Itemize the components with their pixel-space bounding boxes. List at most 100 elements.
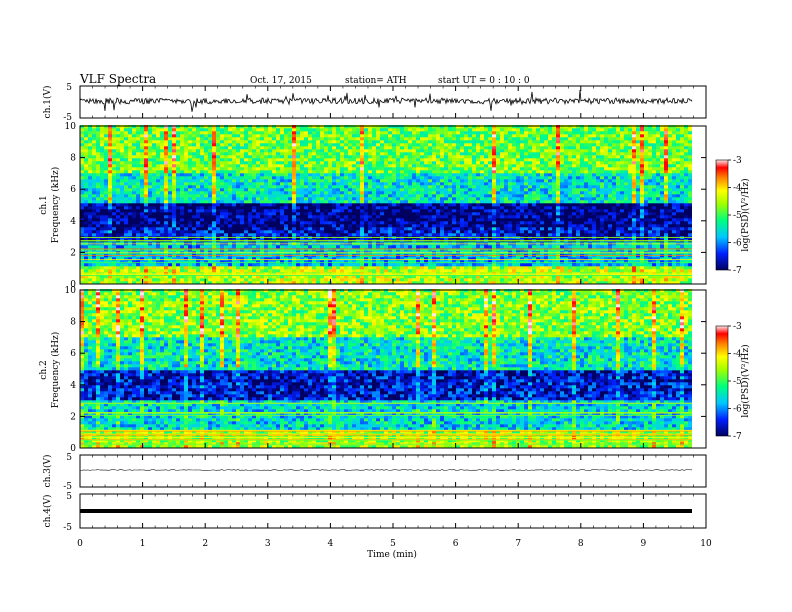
- spectrogram-cell: [328, 140, 332, 144]
- spectrogram-cell: [312, 191, 316, 195]
- spectrogram-cell: [96, 278, 100, 282]
- spectrogram-cell: [432, 125, 436, 129]
- spectrogram-cell: [288, 173, 292, 177]
- spectrogram-cell: [272, 179, 276, 183]
- spectrogram-cell: [152, 245, 156, 249]
- spectrogram-cell: [192, 224, 196, 228]
- spectrogram-cell: [388, 128, 392, 132]
- spectrogram-cell: [376, 269, 380, 273]
- spectrogram-cell: [84, 164, 88, 168]
- spectrogram-cell: [348, 206, 352, 210]
- spectrogram-cell: [124, 272, 128, 276]
- spectrogram-cell: [192, 197, 196, 201]
- spectrogram-cell: [224, 257, 228, 261]
- spectrogram-cell: [384, 128, 388, 132]
- spectrogram-cell: [180, 263, 184, 267]
- spectrogram-cell: [180, 191, 184, 195]
- spectrogram-cell: [144, 194, 148, 198]
- spectrogram-cell: [88, 245, 92, 249]
- spectrogram-cell: [276, 140, 280, 144]
- spectrogram-cell: [304, 134, 308, 138]
- spectrogram-cell: [148, 221, 152, 225]
- spectrogram-cell: [388, 143, 392, 147]
- spectrogram-cell: [304, 227, 308, 231]
- spectrogram-cell: [276, 281, 280, 285]
- spectrogram-cell: [292, 227, 296, 231]
- spectrogram-cell: [168, 257, 172, 261]
- spectrogram-cell: [208, 185, 212, 189]
- spectrogram-cell: [280, 257, 284, 261]
- spectrogram-cell: [288, 278, 292, 282]
- spectrogram-cell: [344, 218, 348, 222]
- spectrogram-cell: [240, 233, 244, 237]
- spectrogram-cell: [224, 185, 228, 189]
- spectrogram-cell: [228, 281, 232, 285]
- spectrogram-cell: [444, 131, 448, 135]
- spectrogram-cell: [280, 191, 284, 195]
- spectrogram-cell: [284, 134, 288, 138]
- spectrogram-cell: [156, 206, 160, 210]
- spectrogram-cell: [388, 203, 392, 207]
- spectrogram-cell: [300, 269, 304, 273]
- spectrogram-cell: [372, 125, 376, 129]
- spectrogram-cell: [132, 131, 136, 135]
- spectrogram-cell: [188, 170, 192, 174]
- spectrogram-cell: [304, 233, 308, 237]
- spectrogram-cell: [200, 164, 204, 168]
- spectrogram-cell: [164, 224, 168, 228]
- spectrogram-cell: [280, 233, 284, 237]
- spectrogram-cell: [140, 158, 144, 162]
- spectrogram-cell: [348, 227, 352, 231]
- spectrogram-cell: [332, 212, 336, 216]
- spectrogram-cell: [132, 275, 136, 279]
- spectrogram-cell: [212, 227, 216, 231]
- spectrogram-cell: [236, 185, 240, 189]
- spectrogram-cell: [336, 182, 340, 186]
- spectrogram-cell: [144, 212, 148, 216]
- spectrogram-cell: [248, 224, 252, 228]
- spectrogram-cell: [128, 200, 132, 204]
- spectrogram-cell: [144, 191, 148, 195]
- spectrogram-cell: [380, 188, 384, 192]
- spectrogram-cell: [120, 125, 124, 129]
- spectrogram-cell: [396, 281, 400, 285]
- spectrogram-cell: [316, 275, 320, 279]
- spectrogram-cell: [408, 131, 412, 135]
- spectrogram-cell: [452, 182, 456, 186]
- spectrogram-cell: [100, 143, 104, 147]
- spectrogram-cell: [420, 167, 424, 171]
- spectrogram-cell: [224, 170, 228, 174]
- spectrogram-cell: [324, 263, 328, 267]
- spectrogram-cell: [244, 278, 248, 282]
- spectrogram-cell: [448, 230, 452, 234]
- spectrogram-cell: [132, 197, 136, 201]
- spectrogram-cell: [204, 140, 208, 144]
- spectrogram-cell: [428, 143, 432, 147]
- spectrogram-cell: [208, 191, 212, 195]
- spectrogram-cell: [356, 209, 360, 213]
- spectrogram-cell: [368, 224, 372, 228]
- spectrogram-cell: [312, 176, 316, 180]
- spectrogram-cell: [100, 137, 104, 141]
- spectrogram-cell: [200, 185, 204, 189]
- spectrogram-cell: [320, 131, 324, 135]
- spectrogram-cell: [100, 125, 104, 129]
- spectrogram-cell: [164, 128, 168, 132]
- spectrogram-cell: [200, 203, 204, 207]
- spectrogram-cell: [140, 191, 144, 195]
- spectrogram-cell: [304, 197, 308, 201]
- spectrogram-cell: [196, 209, 200, 213]
- spectrogram-cell: [288, 230, 292, 234]
- spectrogram-cell: [204, 233, 208, 237]
- spectrogram-cell: [444, 227, 448, 231]
- spectrogram-cell: [300, 176, 304, 180]
- spectrogram-cell: [324, 203, 328, 207]
- spectrogram-cell: [256, 155, 260, 159]
- spectrogram-cell: [212, 275, 216, 279]
- spectrogram-cell: [196, 272, 200, 276]
- spectrogram-cell: [196, 179, 200, 183]
- spectrogram-cell: [112, 206, 116, 210]
- spectrogram-cell: [132, 125, 136, 129]
- spectrogram-cell: [320, 281, 324, 285]
- spectrogram-cell: [168, 194, 172, 198]
